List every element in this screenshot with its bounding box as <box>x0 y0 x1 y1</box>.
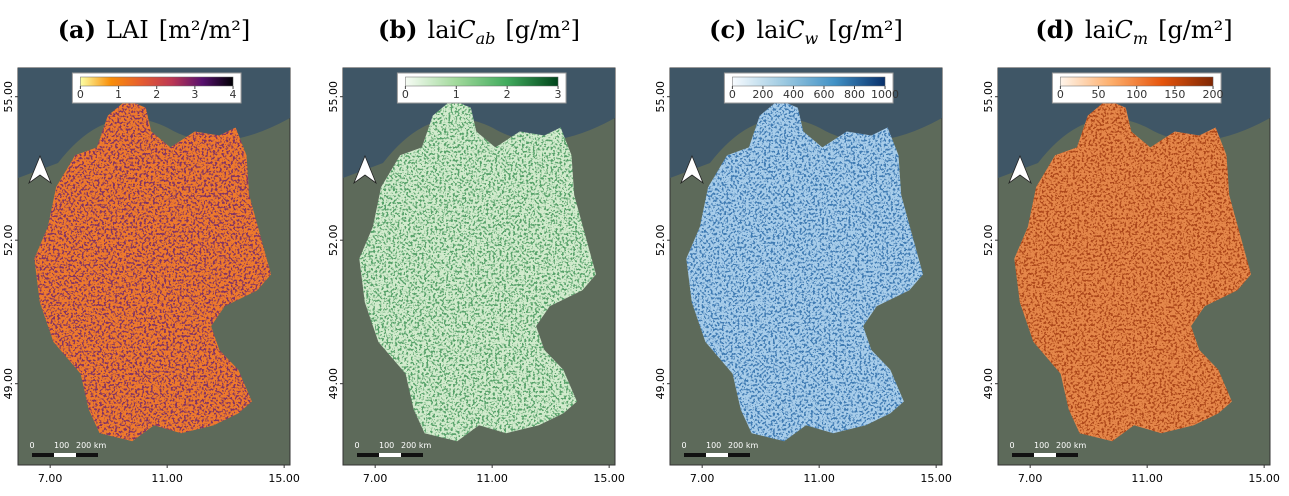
panel-label: (c) <box>709 15 746 44</box>
scale-bar-label: 0 <box>354 441 359 450</box>
colorbar-tick-label: 2 <box>153 88 160 101</box>
unit: [m²/m²] <box>159 16 251 44</box>
scale-bar-label: 100 <box>54 441 69 450</box>
lon-tick-label: 11.00 <box>1131 472 1163 485</box>
colorbar-tick-label: 200 <box>752 88 773 101</box>
lon-tick-label: 7.00 <box>1018 472 1043 485</box>
scale-bar-label: 200 km <box>728 441 758 450</box>
panel-label: (a) <box>58 15 96 44</box>
lon-tick-label: 11.00 <box>476 472 508 485</box>
scale-bar-label: 0 <box>681 441 686 450</box>
colorbar <box>1060 77 1213 86</box>
scale-bar-label: 200 km <box>1056 441 1086 450</box>
colorbar-tick-label: 4 <box>230 88 237 101</box>
colorbar-tick-label: 0 <box>1057 88 1064 101</box>
panel-label: (d) <box>1035 15 1075 44</box>
lon-tick-label: 11.00 <box>151 472 183 485</box>
colorbar-tick-label: 100 <box>1126 88 1147 101</box>
scale-bar-segment <box>1034 453 1056 457</box>
lon-tick-label: 7.00 <box>363 472 388 485</box>
scale-bar-label: 200 km <box>401 441 431 450</box>
lat-tick-label: 52.00 <box>982 224 995 256</box>
figure: (a)LAI[m²/m²]012340100200 km55.0052.0049… <box>0 0 1289 492</box>
scale-bar-segment <box>76 453 98 457</box>
panel-title: (b) laiCab [g/m²] <box>378 15 580 48</box>
colorbar-tick-label: 1 <box>453 88 460 101</box>
variable-name: lai <box>757 16 787 44</box>
lat-tick-label: 55.00 <box>982 81 995 113</box>
colorbar-tick-label: 400 <box>783 88 804 101</box>
colorbar-tick-label: 1 <box>115 88 122 101</box>
lon-tick-label: 7.00 <box>38 472 63 485</box>
colorbar <box>80 77 233 86</box>
lat-tick-label: 49.00 <box>2 368 15 400</box>
colorbar <box>732 77 885 86</box>
variable-subscript: w <box>805 29 819 48</box>
lon-tick-label: 11.00 <box>803 472 835 485</box>
lat-tick-label: 49.00 <box>982 368 995 400</box>
colorbar-tick-label: 1000 <box>871 88 899 101</box>
colorbar-tick-label: 2 <box>504 88 511 101</box>
variable-subscript: m <box>1133 29 1148 48</box>
scale-bar-segment <box>401 453 423 457</box>
panel-title: (a) LAI [m²/m²] <box>58 15 251 44</box>
variable-symbol: C <box>786 16 804 44</box>
scale-bar-label: 100 <box>1034 441 1049 450</box>
lat-tick-label: 55.00 <box>654 81 667 113</box>
colorbar-tick-label: 600 <box>813 88 834 101</box>
lat-tick-label: 52.00 <box>654 224 667 256</box>
unit: [g/m²] <box>1158 16 1233 44</box>
colorbar-tick-label: 0 <box>729 88 736 101</box>
lon-tick-label: 15.00 <box>268 472 300 485</box>
scale-bar-segment <box>1012 453 1034 457</box>
lon-tick-label: 15.00 <box>920 472 952 485</box>
scale-bar-segment <box>379 453 401 457</box>
scale-bar-label: 0 <box>1009 441 1014 450</box>
panel-title: (c) laiCw [g/m²] <box>709 15 903 48</box>
scale-bar-label: 100 <box>379 441 394 450</box>
variable-symbol: C <box>457 16 475 44</box>
lat-tick-label: 52.00 <box>327 224 340 256</box>
unit: [g/m²] <box>505 16 580 44</box>
colorbar-tick-label: 50 <box>1092 88 1106 101</box>
lat-tick-label: 55.00 <box>327 81 340 113</box>
variable-subscript: ab <box>476 29 496 48</box>
scale-bar-label: 0 <box>29 441 34 450</box>
scale-bar-segment <box>1056 453 1078 457</box>
scale-bar-segment <box>357 453 379 457</box>
colorbar <box>405 77 558 86</box>
scale-bar-label: 100 <box>706 441 721 450</box>
lat-tick-label: 52.00 <box>2 224 15 256</box>
scale-bar-label: 200 km <box>76 441 106 450</box>
scale-bar-segment <box>54 453 76 457</box>
scale-bar-segment <box>706 453 728 457</box>
lat-tick-label: 55.00 <box>2 81 15 113</box>
colorbar-tick-label: 800 <box>844 88 865 101</box>
variable-name: LAI <box>106 16 149 44</box>
lat-tick-label: 49.00 <box>327 368 340 400</box>
colorbar-tick-label: 3 <box>191 88 198 101</box>
scale-bar-segment <box>32 453 54 457</box>
colorbar-tick-label: 0 <box>77 88 84 101</box>
panel-title: (d) laiCm [g/m²] <box>1035 15 1232 48</box>
colorbar-tick-label: 150 <box>1164 88 1185 101</box>
lon-tick-label: 7.00 <box>690 472 715 485</box>
variable-name: lai <box>428 16 458 44</box>
scale-bar-segment <box>684 453 706 457</box>
colorbar-tick-label: 3 <box>555 88 562 101</box>
colorbar-tick-label: 200 <box>1203 88 1224 101</box>
scale-bar-segment <box>728 453 750 457</box>
lon-tick-label: 15.00 <box>593 472 625 485</box>
colorbar-tick-label: 0 <box>402 88 409 101</box>
panel-label: (b) <box>378 15 418 44</box>
variable-symbol: C <box>1115 16 1133 44</box>
lon-tick-label: 15.00 <box>1248 472 1280 485</box>
unit: [g/m²] <box>828 16 903 44</box>
lat-tick-label: 49.00 <box>654 368 667 400</box>
variable-name: lai <box>1085 16 1115 44</box>
